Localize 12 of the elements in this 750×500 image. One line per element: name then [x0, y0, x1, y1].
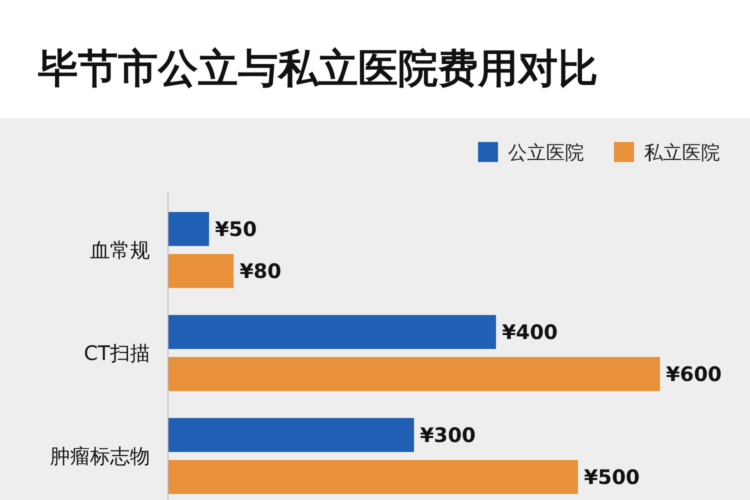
data-label: ¥80	[240, 259, 282, 283]
data-label: ¥300	[420, 423, 476, 447]
legend-label: 私立医院	[644, 142, 720, 164]
data-label: ¥50	[215, 217, 257, 241]
data-label: ¥500	[584, 465, 640, 489]
y-tick-label: 血常规	[90, 238, 150, 262]
y-tick-label: 肿瘤标志物	[50, 444, 150, 468]
legend-label: 公立医院	[508, 142, 584, 164]
data-label: ¥600	[666, 362, 722, 386]
data-label: ¥400	[502, 320, 558, 344]
chart-title: 毕节市公立与私立医院费用对比	[37, 46, 598, 92]
y-tick-label: CT扫描	[84, 341, 150, 365]
